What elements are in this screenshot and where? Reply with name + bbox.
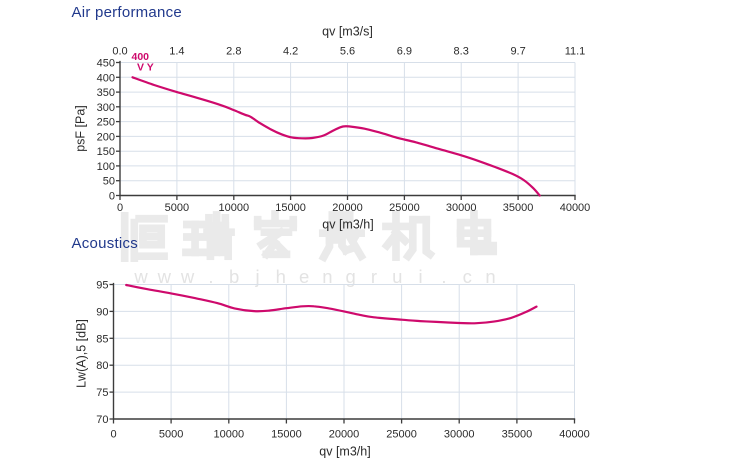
svg-text:25000: 25000: [389, 202, 420, 214]
svg-text:35000: 35000: [502, 429, 533, 441]
svg-text:V Y: V Y: [137, 62, 154, 74]
svg-text:40000: 40000: [560, 202, 591, 214]
svg-text:0: 0: [117, 202, 123, 214]
svg-text:b: b: [229, 266, 239, 287]
svg-text:200: 200: [97, 131, 115, 143]
svg-text:Lw(A),5 [dB]: Lw(A),5 [dB]: [75, 319, 89, 388]
svg-text:30000: 30000: [444, 429, 475, 441]
svg-text:Acoustics: Acoustics: [72, 235, 138, 252]
svg-text:5000: 5000: [165, 202, 189, 214]
svg-text:i: i: [419, 266, 423, 287]
svg-text:15000: 15000: [275, 202, 306, 214]
svg-text:40000: 40000: [559, 429, 590, 441]
svg-text:qv [m3/h]: qv [m3/h]: [322, 218, 373, 232]
svg-text:10000: 10000: [214, 429, 245, 441]
svg-text:r: r: [371, 266, 377, 287]
svg-text:8.3: 8.3: [454, 46, 469, 58]
svg-text:n: n: [485, 266, 495, 287]
svg-text:20000: 20000: [332, 202, 363, 214]
svg-text:400: 400: [97, 72, 115, 84]
svg-text:90: 90: [96, 306, 108, 318]
svg-text:70: 70: [96, 414, 108, 426]
svg-text:11.1: 11.1: [565, 46, 586, 58]
svg-text:Air performance: Air performance: [72, 4, 182, 21]
svg-text:20000: 20000: [329, 429, 360, 441]
svg-text:85: 85: [96, 333, 108, 345]
svg-text:u: u: [392, 266, 402, 287]
svg-text:80: 80: [96, 360, 108, 372]
svg-text:w: w: [180, 266, 195, 287]
svg-text:6.9: 6.9: [397, 46, 412, 58]
svg-text:g: g: [346, 266, 356, 287]
svg-text:250: 250: [97, 117, 115, 129]
svg-text:c: c: [463, 266, 472, 287]
svg-text:.: .: [208, 266, 213, 287]
svg-text:w: w: [133, 266, 148, 287]
svg-text:100: 100: [97, 161, 115, 173]
svg-text:5000: 5000: [159, 429, 183, 441]
svg-text:350: 350: [97, 87, 115, 99]
svg-text:0: 0: [109, 191, 115, 203]
svg-text:50: 50: [103, 176, 115, 188]
svg-text:30000: 30000: [446, 202, 477, 214]
svg-text:5.6: 5.6: [340, 46, 355, 58]
svg-text:0: 0: [110, 429, 116, 441]
svg-text:25000: 25000: [386, 429, 417, 441]
svg-text:35000: 35000: [503, 202, 534, 214]
svg-text:75: 75: [96, 387, 108, 399]
svg-text:10000: 10000: [219, 202, 250, 214]
svg-text:n: n: [322, 266, 332, 287]
svg-text:450: 450: [97, 58, 115, 70]
svg-text:300: 300: [97, 102, 115, 114]
svg-text:.: .: [441, 266, 446, 287]
svg-text:qv [m3/h]: qv [m3/h]: [319, 445, 370, 459]
svg-text:psF [Pa]: psF [Pa]: [74, 105, 88, 152]
svg-text:h: h: [276, 266, 286, 287]
svg-text:qv [m3/s]: qv [m3/s]: [322, 25, 373, 39]
svg-text:e: e: [299, 266, 309, 287]
svg-text:400: 400: [132, 51, 150, 63]
svg-text:150: 150: [97, 146, 115, 158]
svg-text:0.0: 0.0: [112, 46, 127, 58]
svg-text:j: j: [254, 266, 259, 287]
svg-text:2.8: 2.8: [226, 46, 241, 58]
svg-text:1.4: 1.4: [169, 46, 184, 58]
svg-text:15000: 15000: [271, 429, 302, 441]
svg-text:95: 95: [96, 280, 108, 292]
svg-text:w: w: [157, 266, 172, 287]
svg-text:9.7: 9.7: [510, 46, 525, 58]
svg-text:4.2: 4.2: [283, 46, 298, 58]
